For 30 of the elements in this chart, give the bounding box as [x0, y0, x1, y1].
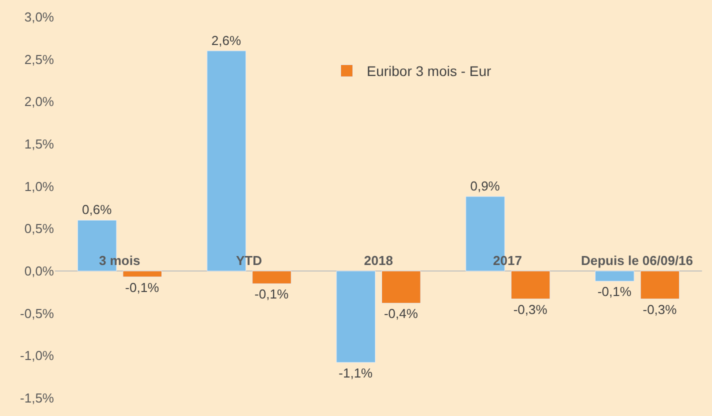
bar	[595, 270, 634, 282]
data-label: -0,1%	[254, 286, 289, 302]
y-tick-label: 1,0%	[24, 178, 54, 194]
data-label: -0,1%	[597, 284, 632, 300]
bar	[640, 270, 680, 300]
x-tick-label: Depuis le 06/09/16	[581, 253, 694, 268]
y-tick-label: 0,5%	[24, 221, 54, 236]
data-label: -1,1%	[338, 365, 374, 380]
y-tick-label: -1,5%	[20, 390, 54, 406]
y-tick-label: -0,5%	[20, 306, 54, 321]
y-tick-label: 2,0%	[24, 94, 54, 110]
y-tick-label: 1,5%	[24, 136, 54, 152]
bar	[252, 270, 292, 284]
data-label: -0,3%	[513, 302, 548, 317]
data-label: 0,9%	[470, 178, 500, 194]
y-tick-label: 2,5%	[24, 52, 54, 67]
legend-label: Euribor 3 mois - Eur	[366, 63, 492, 80]
bar	[510, 270, 550, 300]
data-label: 0,6%	[82, 202, 112, 218]
y-tick-label: -1,0%	[20, 348, 54, 364]
y-tick-label: 0,0%	[24, 264, 54, 279]
data-label: -0,3%	[642, 302, 678, 317]
data-label: -0,1%	[125, 280, 160, 295]
data-label: -0,4%	[384, 306, 418, 322]
bar	[122, 270, 162, 278]
bar	[381, 270, 421, 304]
data-label: 2,6%	[211, 32, 242, 48]
bar	[336, 270, 376, 363]
x-tick-label: 2018	[364, 253, 393, 268]
y-tick-label: 3,0%	[24, 10, 54, 25]
